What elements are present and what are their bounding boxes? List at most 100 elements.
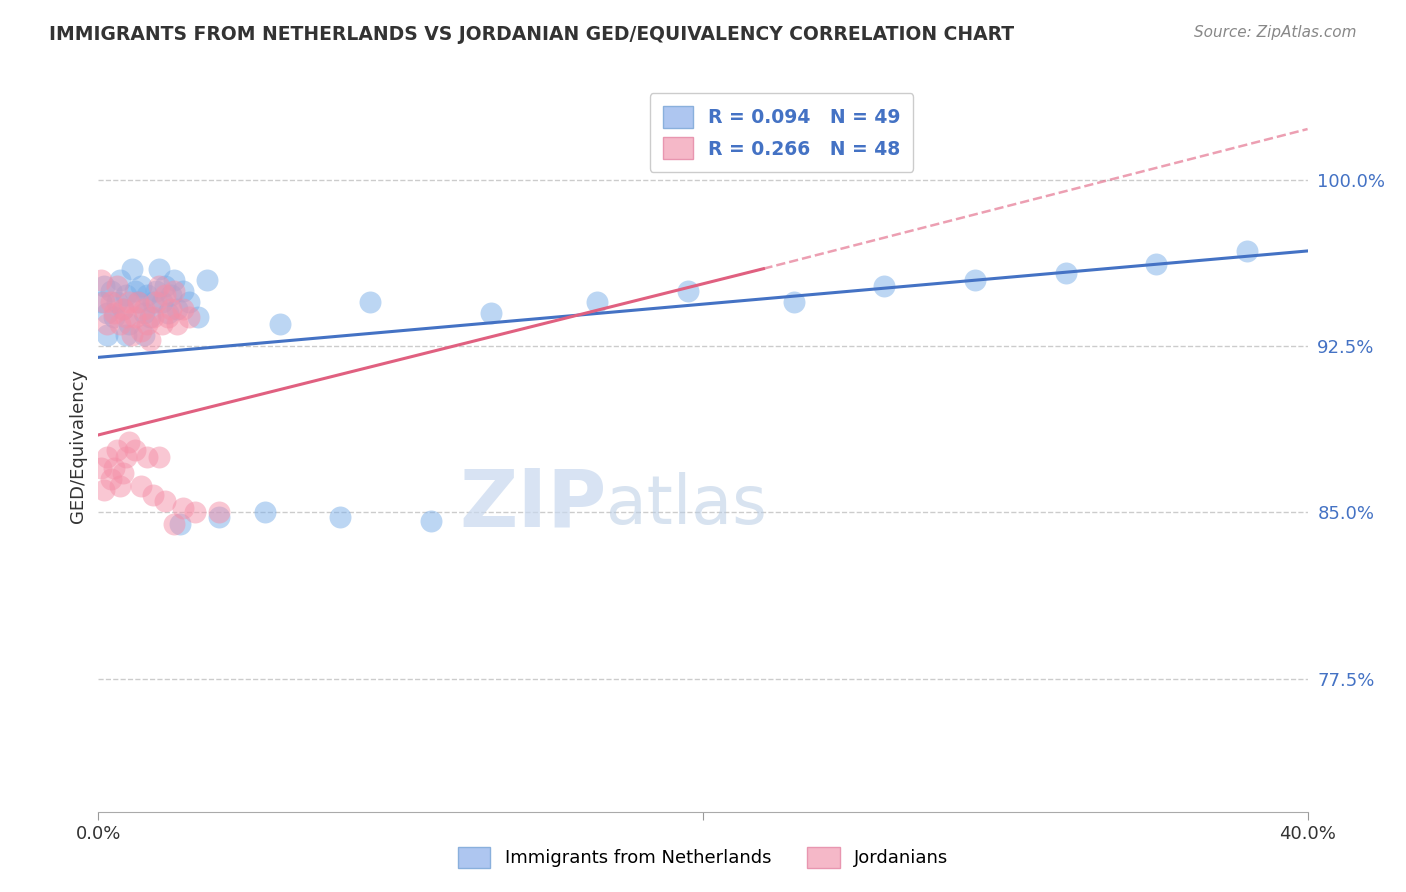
Point xyxy=(118,317,141,331)
Point xyxy=(124,443,146,458)
Point xyxy=(129,479,152,493)
Point xyxy=(142,310,165,325)
Point xyxy=(142,294,165,309)
Point xyxy=(153,494,176,508)
Y-axis label: GED/Equivalency: GED/Equivalency xyxy=(69,369,87,523)
Point xyxy=(139,333,162,347)
Point xyxy=(111,301,134,316)
Point xyxy=(90,273,112,287)
Point xyxy=(153,279,176,293)
Point xyxy=(96,317,118,331)
Point xyxy=(124,310,146,325)
Point xyxy=(103,310,125,325)
Point xyxy=(156,310,179,325)
Point xyxy=(163,284,186,298)
Point xyxy=(148,450,170,464)
Point xyxy=(166,317,188,331)
Point xyxy=(150,294,173,309)
Point xyxy=(114,328,136,343)
Point xyxy=(179,310,201,325)
Point xyxy=(121,261,143,276)
Point xyxy=(114,288,136,302)
Point xyxy=(132,328,155,343)
Point xyxy=(145,294,167,309)
Point xyxy=(156,306,179,320)
Point xyxy=(139,310,162,325)
Point xyxy=(135,450,157,464)
Text: Source: ZipAtlas.com: Source: ZipAtlas.com xyxy=(1194,25,1357,40)
Legend: R = 0.094   N = 49, R = 0.266   N = 48: R = 0.094 N = 49, R = 0.266 N = 48 xyxy=(650,94,914,172)
Point xyxy=(965,273,987,287)
Point xyxy=(124,284,146,298)
Point xyxy=(160,301,183,316)
Point xyxy=(135,317,157,331)
Point xyxy=(148,261,170,276)
Point xyxy=(195,273,218,287)
Point xyxy=(329,510,352,524)
Point xyxy=(1236,244,1258,258)
Point xyxy=(103,461,125,475)
Point xyxy=(420,514,443,528)
Point xyxy=(93,483,115,498)
Point xyxy=(118,294,141,309)
Point xyxy=(142,488,165,502)
Point xyxy=(114,310,136,325)
Point xyxy=(108,273,131,287)
Point xyxy=(132,301,155,316)
Point xyxy=(360,294,382,309)
Point xyxy=(172,501,194,516)
Point xyxy=(114,450,136,464)
Point xyxy=(90,294,112,309)
Point xyxy=(100,284,122,298)
Point xyxy=(96,450,118,464)
Point xyxy=(481,306,503,320)
Point xyxy=(160,288,183,302)
Text: IMMIGRANTS FROM NETHERLANDS VS JORDANIAN GED/EQUIVALENCY CORRELATION CHART: IMMIGRANTS FROM NETHERLANDS VS JORDANIAN… xyxy=(49,25,1014,44)
Point xyxy=(111,301,134,316)
Point xyxy=(172,284,194,298)
Point xyxy=(121,328,143,343)
Point xyxy=(187,310,209,325)
Point xyxy=(163,273,186,287)
Point xyxy=(105,279,128,293)
Point xyxy=(90,461,112,475)
Point xyxy=(145,284,167,298)
Point xyxy=(100,472,122,486)
Point xyxy=(108,317,131,331)
Point xyxy=(148,279,170,293)
Point xyxy=(103,306,125,320)
Point xyxy=(179,294,201,309)
Point xyxy=(586,294,609,309)
Point xyxy=(127,294,149,309)
Point xyxy=(1054,266,1077,280)
Point xyxy=(96,306,118,320)
Text: atlas: atlas xyxy=(606,472,768,538)
Point xyxy=(118,434,141,449)
Point xyxy=(150,317,173,331)
Point xyxy=(129,279,152,293)
Point xyxy=(105,294,128,309)
Point xyxy=(208,506,231,520)
Point xyxy=(135,288,157,302)
Point xyxy=(172,301,194,316)
Point xyxy=(783,294,806,309)
Point xyxy=(96,328,118,343)
Point xyxy=(253,506,276,520)
Point xyxy=(93,279,115,293)
Point xyxy=(93,294,115,309)
Point xyxy=(100,294,122,309)
Point xyxy=(873,279,896,293)
Point xyxy=(1144,257,1167,271)
Point xyxy=(269,317,291,331)
Point xyxy=(108,479,131,493)
Point xyxy=(676,284,699,298)
Point xyxy=(208,510,231,524)
Point xyxy=(105,443,128,458)
Point xyxy=(166,301,188,316)
Point xyxy=(111,466,134,480)
Point xyxy=(132,306,155,320)
Point xyxy=(127,294,149,309)
Legend: Immigrants from Netherlands, Jordanians: Immigrants from Netherlands, Jordanians xyxy=(447,836,959,879)
Point xyxy=(129,324,152,338)
Point xyxy=(153,288,176,302)
